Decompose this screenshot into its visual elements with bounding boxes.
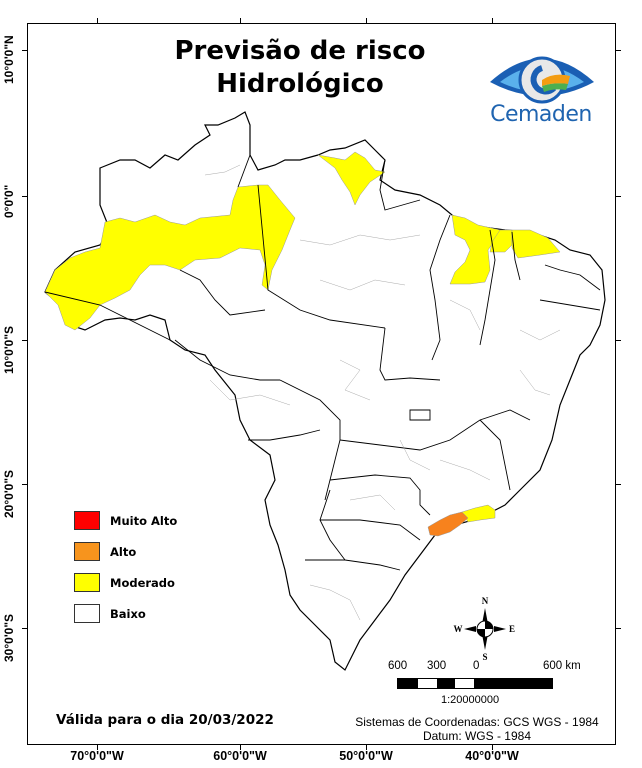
lat-tick [22, 340, 27, 341]
lat-tick [22, 50, 27, 51]
legend-item-muito-alto: Muito Alto [74, 505, 177, 536]
coordinate-system-line: Sistemas de Coordenadas: GCS WGS - 1984 [355, 715, 599, 729]
risk-region-moderado-ceara [511, 229, 561, 259]
legend-swatch-alto [74, 542, 100, 561]
lat-label-10n: 10°0'0"N [2, 35, 16, 84]
legend-swatch-moderado [74, 573, 100, 592]
legend-label: Baixo [110, 606, 146, 621]
lat-label-20s: 20°0'0"S [2, 469, 16, 518]
valid-date: Válida para o dia 20/03/2022 [56, 712, 274, 728]
cemaden-eye-logo-icon [490, 56, 594, 104]
lat-tick-right [616, 50, 621, 51]
legend-item-alto: Alto [74, 536, 177, 567]
lon-tick [492, 745, 493, 750]
scale-bar: 600 300 0 600 km 1:20000000 [383, 660, 583, 706]
scale-label-0: 0 [473, 660, 480, 672]
lon-tick-top [240, 18, 241, 23]
legend-swatch-muito-alto [74, 511, 100, 530]
risk-region-moderado-roraima [317, 151, 386, 206]
lon-tick [366, 745, 367, 750]
svg-text:E: E [509, 624, 515, 634]
lat-label-0: 0°0'0" [2, 184, 16, 218]
legend-label: Muito Alto [110, 513, 178, 528]
compass-rose-icon: N S W E [452, 596, 532, 662]
lat-tick-right [616, 484, 621, 485]
coordinate-system: Sistemas de Coordenadas: GCS WGS - 1984 … [340, 715, 614, 743]
lon-tick-top [492, 18, 493, 23]
datum-line: Datum: WGS - 1984 [422, 729, 532, 743]
scale-labels: 600 300 0 600 km [383, 660, 583, 676]
lon-tick-top [366, 18, 367, 23]
lat-tick [22, 628, 27, 629]
risk-region-moderado-amazonas [44, 184, 296, 331]
lon-label-60w: 60°0'0"W [213, 749, 267, 763]
risk-region-alto-sul-fluminense [427, 511, 469, 537]
brazil-risk-map [44, 111, 606, 671]
risk-region-moderado-maranhao [449, 214, 501, 285]
legend: Muito Alto Alto Moderado Baixo [74, 505, 177, 629]
legend-item-baixo: Baixo [74, 598, 177, 629]
svg-text:W: W [454, 624, 463, 634]
state-borders [44, 154, 601, 571]
lon-tick [240, 745, 241, 750]
lat-tick [22, 484, 27, 485]
lon-label-40w: 40°0'0"W [465, 749, 519, 763]
svg-text:N: N [482, 596, 489, 606]
title-line-1: Previsão de risco [174, 36, 426, 66]
legend-label: Alto [110, 544, 137, 559]
lon-label-50w: 50°0'0"W [339, 749, 393, 763]
lat-tick [22, 196, 27, 197]
logo-text: Cemaden [490, 102, 592, 127]
scale-label-300: 300 [427, 660, 447, 672]
scale-bar-graphic [397, 678, 553, 689]
legend-swatch-baixo [74, 604, 100, 623]
lat-label-10s: 10°0'0"S [2, 325, 16, 374]
lat-tick-right [616, 340, 621, 341]
risk-region-moderado-rj [461, 504, 496, 523]
mesoregion-borders [204, 164, 561, 621]
scale-label-600-left: 600 [388, 660, 408, 672]
lon-label-70w: 70°0'0"W [70, 749, 124, 763]
map-title: Previsão de risco Hidrológico [150, 35, 450, 101]
lat-tick-right [616, 628, 621, 629]
lat-tick-right [616, 196, 621, 197]
lon-tick [97, 745, 98, 750]
svg-text:S: S [482, 652, 487, 662]
lat-label-30s: 30°0'0"S [2, 613, 16, 662]
scale-label-600-right: 600 km [543, 660, 581, 672]
scale-ratio: 1:20000000 [441, 694, 500, 706]
legend-label: Moderado [110, 575, 175, 590]
lon-tick-top [97, 18, 98, 23]
legend-item-moderado: Moderado [74, 567, 177, 598]
title-line-2: Hidrológico [216, 69, 384, 99]
